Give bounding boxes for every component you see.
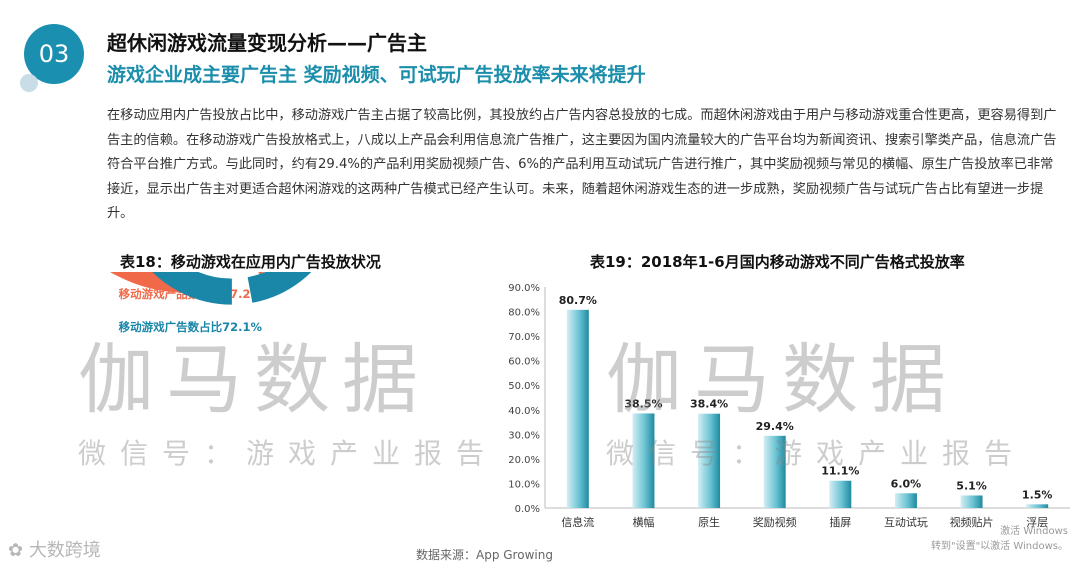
donut-chart: 移动游戏产品数占比67.2%移动游戏广告数占比72.1%: [110, 272, 312, 334]
y-tick-label: 90.0%: [508, 283, 540, 294]
y-tick-label: 10.0%: [508, 479, 540, 490]
y-tick-label: 0.0%: [515, 504, 540, 515]
data-source: 数据来源：App Growing: [416, 548, 553, 562]
bar-value-label: 1.5%: [1022, 488, 1053, 501]
y-tick-label: 70.0%: [508, 332, 540, 343]
windows-activation-line2: 转到"设置"以激活 Windows。: [930, 541, 1068, 552]
chart18-title: 表18：移动游戏在应用内广告投放状况: [120, 253, 381, 271]
section-badge: 03: [24, 24, 84, 84]
bar-value-label: 29.4%: [756, 420, 794, 433]
bar-4: [829, 480, 852, 508]
bar-6: [960, 495, 983, 508]
section-number: 03: [38, 40, 70, 68]
y-tick-label: 30.0%: [508, 430, 540, 441]
bar-value-label: 38.5%: [624, 397, 662, 410]
x-category-label: 插屏: [829, 515, 851, 529]
bar-value-label: 6.0%: [891, 477, 922, 490]
x-category-label: 视频贴片: [950, 515, 994, 529]
chart19-title: 表19：2018年1-6月国内移动游戏不同广告格式投放率: [590, 253, 965, 271]
logo-text: 大数跨境: [28, 540, 101, 561]
corner-logo: ✿ 大数跨境: [8, 536, 101, 562]
bar-value-label: 5.1%: [956, 479, 987, 492]
bar-7: [1026, 504, 1049, 508]
x-category-label: 信息流: [561, 515, 594, 529]
y-tick-label: 80.0%: [508, 308, 540, 319]
bar-3: [763, 435, 786, 508]
page-subtitle: 游戏企业成主要广告主 奖励视频、可试玩广告投放率未来将提升: [107, 64, 646, 86]
logo-icon: ✿: [8, 540, 29, 561]
bar-0: [566, 309, 589, 508]
x-category-label: 原生: [698, 515, 720, 529]
y-tick-label: 50.0%: [508, 381, 540, 392]
badge-decoration-dot: [20, 74, 38, 92]
y-tick-label: 40.0%: [508, 406, 540, 417]
page-title: 超休闲游戏流量变现分析——广告主: [107, 31, 427, 55]
y-tick-label: 60.0%: [508, 357, 540, 368]
bar-value-label: 38.4%: [690, 398, 728, 411]
bar-2: [698, 413, 721, 508]
x-category-label: 奖励视频: [753, 515, 797, 529]
x-category-label: 横幅: [632, 515, 654, 529]
x-category-label: 浮层: [1026, 516, 1048, 529]
bar-1: [632, 413, 655, 508]
x-category-label: 互动试玩: [884, 516, 928, 529]
bar-chart: 0.0% 10.0% 20.0% 30.0% 40.0% 50.0% 60.0% 70.0% 8…: [508, 283, 1070, 529]
y-tick-label: 20.0%: [508, 455, 540, 466]
bar-value-label: 80.7%: [559, 294, 597, 307]
donut-label-2: 移动游戏广告数占比72.1%: [119, 320, 263, 334]
bar-value-label: 11.1%: [821, 465, 859, 478]
windows-activation-line1: 激活 Windows: [1000, 526, 1068, 537]
bar-5: [894, 493, 917, 508]
summary-paragraph: 在移动应用内广告投放占比中，移动游戏广告主占据了较高比例，其投放约占广告内容总投…: [107, 108, 1057, 221]
